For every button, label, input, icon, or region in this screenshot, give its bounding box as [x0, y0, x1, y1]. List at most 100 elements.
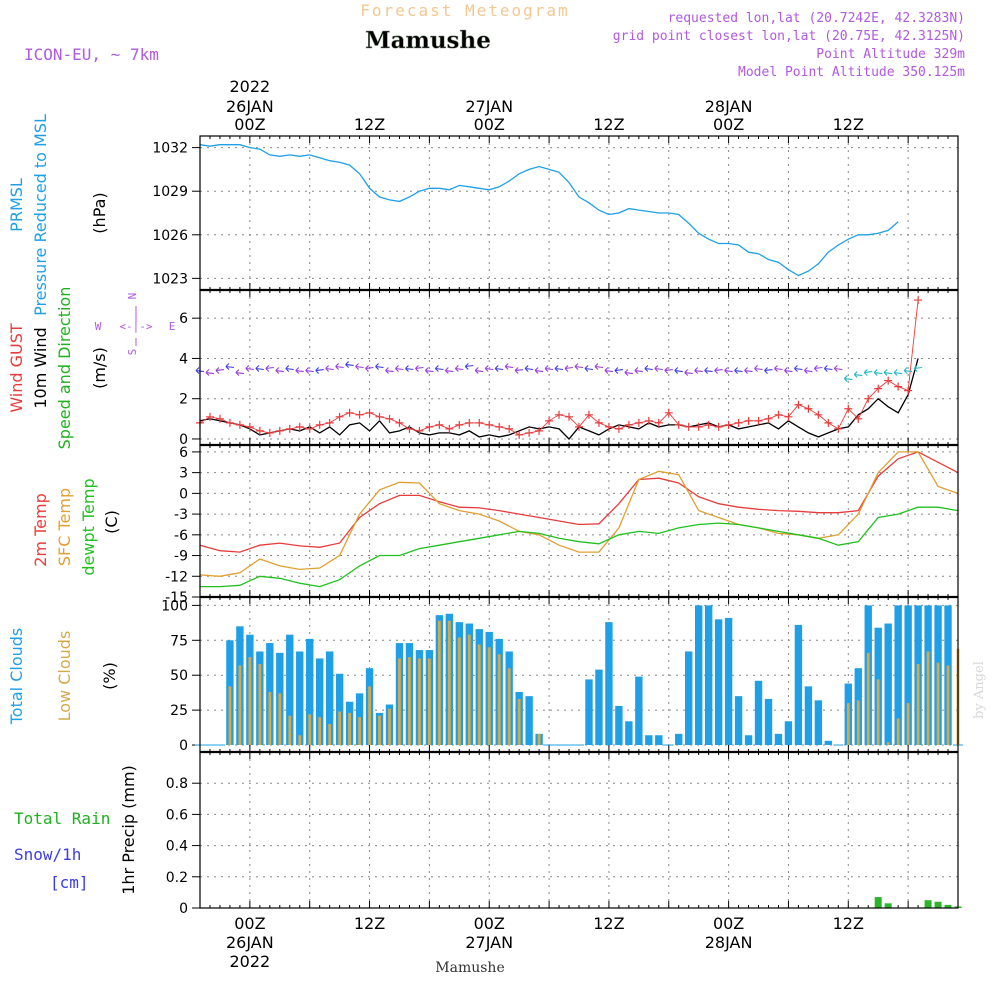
- wind-gust-marker: [245, 422, 254, 431]
- total-cloud-bar: [655, 735, 663, 746]
- panel-wind: 0 2 4 6: [179, 290, 959, 448]
- bottom-time-label: 12Z: [593, 914, 624, 933]
- wind-gust-marker: [435, 420, 444, 429]
- wind-direction-arrow: [764, 367, 773, 374]
- low-cloud-bar: [328, 724, 332, 746]
- footer-location: Mamushe: [435, 960, 504, 976]
- total-cloud-bar: [605, 622, 613, 746]
- low-cloud-bar: [248, 657, 252, 746]
- wind-direction-arrow: [654, 365, 663, 372]
- wind-direction-arrow: [863, 369, 873, 376]
- total-cloud-bar: [884, 623, 892, 746]
- wind-gust-marker: [335, 412, 344, 421]
- compass-arrows: <-|->: [119, 320, 152, 333]
- total-cloud-bar: [325, 651, 334, 746]
- panel-pressure: 1023 1026 1029 1032: [152, 136, 959, 290]
- point-altitude: Point Altitude 329m: [816, 47, 965, 62]
- wind-direction-arrow: [893, 369, 903, 376]
- low-cloud-bar: [338, 711, 342, 746]
- wind-gust-label: Wind GUST: [7, 323, 26, 413]
- total-cloud-bar: [315, 658, 324, 746]
- wind-direction-arrow: [754, 365, 763, 372]
- low-cloud-bar: [427, 658, 431, 746]
- wind-direction-arrow: [444, 367, 454, 374]
- wind-direction-arrow: [704, 367, 713, 374]
- wind-gust-marker: [365, 408, 374, 417]
- bottom-time-label: 28JAN: [705, 933, 753, 952]
- wind-direction-arrow: [434, 365, 444, 372]
- wind-gust-marker: [674, 420, 683, 429]
- low-cloud-bar: [467, 634, 471, 746]
- wind-direction-arrow: [454, 365, 464, 372]
- wind-gust-marker: [235, 420, 244, 429]
- y-tick-label: 75: [170, 633, 188, 649]
- total-cloud-bar: [814, 700, 823, 746]
- wind-gust-marker: [215, 414, 224, 423]
- wind-direction-arrow: [365, 365, 374, 372]
- wind-gust-marker: [814, 410, 823, 419]
- wind-gust-marker: [844, 404, 853, 413]
- wind-direction-arrow: [335, 363, 344, 370]
- wind-direction-arrow: [604, 367, 613, 374]
- chart-title: Forecast Meteogram: [360, 1, 569, 20]
- wind-direction-arrow: [464, 363, 474, 370]
- wind-direction-arrow: [205, 369, 215, 376]
- total-cloud-bar: [525, 696, 533, 746]
- y-tick-label: 25: [170, 703, 188, 719]
- total-cloud-bar: [704, 605, 713, 746]
- y-tick-label: 3: [179, 466, 188, 482]
- low-cloud-bar: [238, 665, 242, 746]
- low-cloud-bar: [507, 668, 511, 746]
- wind-direction-arrow: [913, 365, 923, 372]
- wind-gust-marker: [225, 418, 234, 427]
- y-tick-label: 1023: [152, 271, 188, 287]
- pressure-line: [199, 144, 899, 277]
- wind-gust-marker: [295, 422, 304, 431]
- total-cloud-bar: [286, 634, 294, 746]
- wind-direction-arrow: [744, 367, 753, 374]
- panel-temperature: -15 -12 -9 -6 -3 0 3 6: [165, 445, 959, 606]
- total-cloud-bar: [296, 651, 304, 746]
- total-cloud-bar: [784, 721, 793, 746]
- low-cloud-bar: [308, 714, 312, 746]
- low-cloud-bar: [936, 662, 940, 746]
- wind-gust-marker: [275, 426, 284, 435]
- wind-direction-arrow: [724, 367, 733, 374]
- wind-gust-marker: [535, 426, 544, 435]
- y-tick-label: 50: [170, 668, 188, 684]
- y-tick-label: 1026: [152, 228, 188, 244]
- low-cloud-bar: [447, 620, 451, 746]
- wind-direction-arrow: [684, 369, 693, 376]
- wind-gust-marker: [644, 416, 653, 425]
- watermark: by Angel: [972, 661, 987, 719]
- panel-frame: [199, 751, 959, 909]
- low-cloud-bar: [517, 698, 521, 746]
- wind-gust-marker: [864, 394, 873, 403]
- wind-gust-marker: [884, 376, 893, 385]
- total-cloud-bar: [335, 673, 344, 746]
- wind-gust-marker: [634, 418, 643, 427]
- bottom-time-label: 12Z: [833, 914, 864, 933]
- wind-gust-marker: [385, 414, 394, 423]
- wind-speed-dir-label: Speed and Direction: [55, 287, 74, 450]
- wind-direction-arrow: [584, 365, 594, 372]
- wind-direction-arrow: [305, 367, 314, 374]
- low-cloud-bar: [268, 691, 272, 746]
- wind-direction-arrow: [624, 369, 633, 376]
- temp-sfc-label: SFC Temp: [55, 488, 74, 566]
- wind-gust-marker: [205, 412, 214, 421]
- low-cloud-bar: [318, 717, 322, 746]
- low-cloud-bar: [477, 644, 481, 746]
- low-cloud-bar: [906, 703, 910, 746]
- wind-gust-marker: [395, 418, 404, 427]
- total-cloud-bar: [804, 686, 813, 746]
- low-cloud-bar: [228, 686, 232, 746]
- top-time-label: 12Z: [593, 115, 624, 134]
- total-cloud-bar: [734, 696, 743, 746]
- total-rain-label: Total Rain: [14, 809, 110, 828]
- total-cloud-bar: [685, 651, 693, 746]
- wind-direction-arrow: [774, 365, 783, 372]
- wind-gust-marker: [584, 410, 593, 419]
- wind-direction-arrow: [564, 365, 574, 372]
- wind-gust-marker: [724, 420, 733, 429]
